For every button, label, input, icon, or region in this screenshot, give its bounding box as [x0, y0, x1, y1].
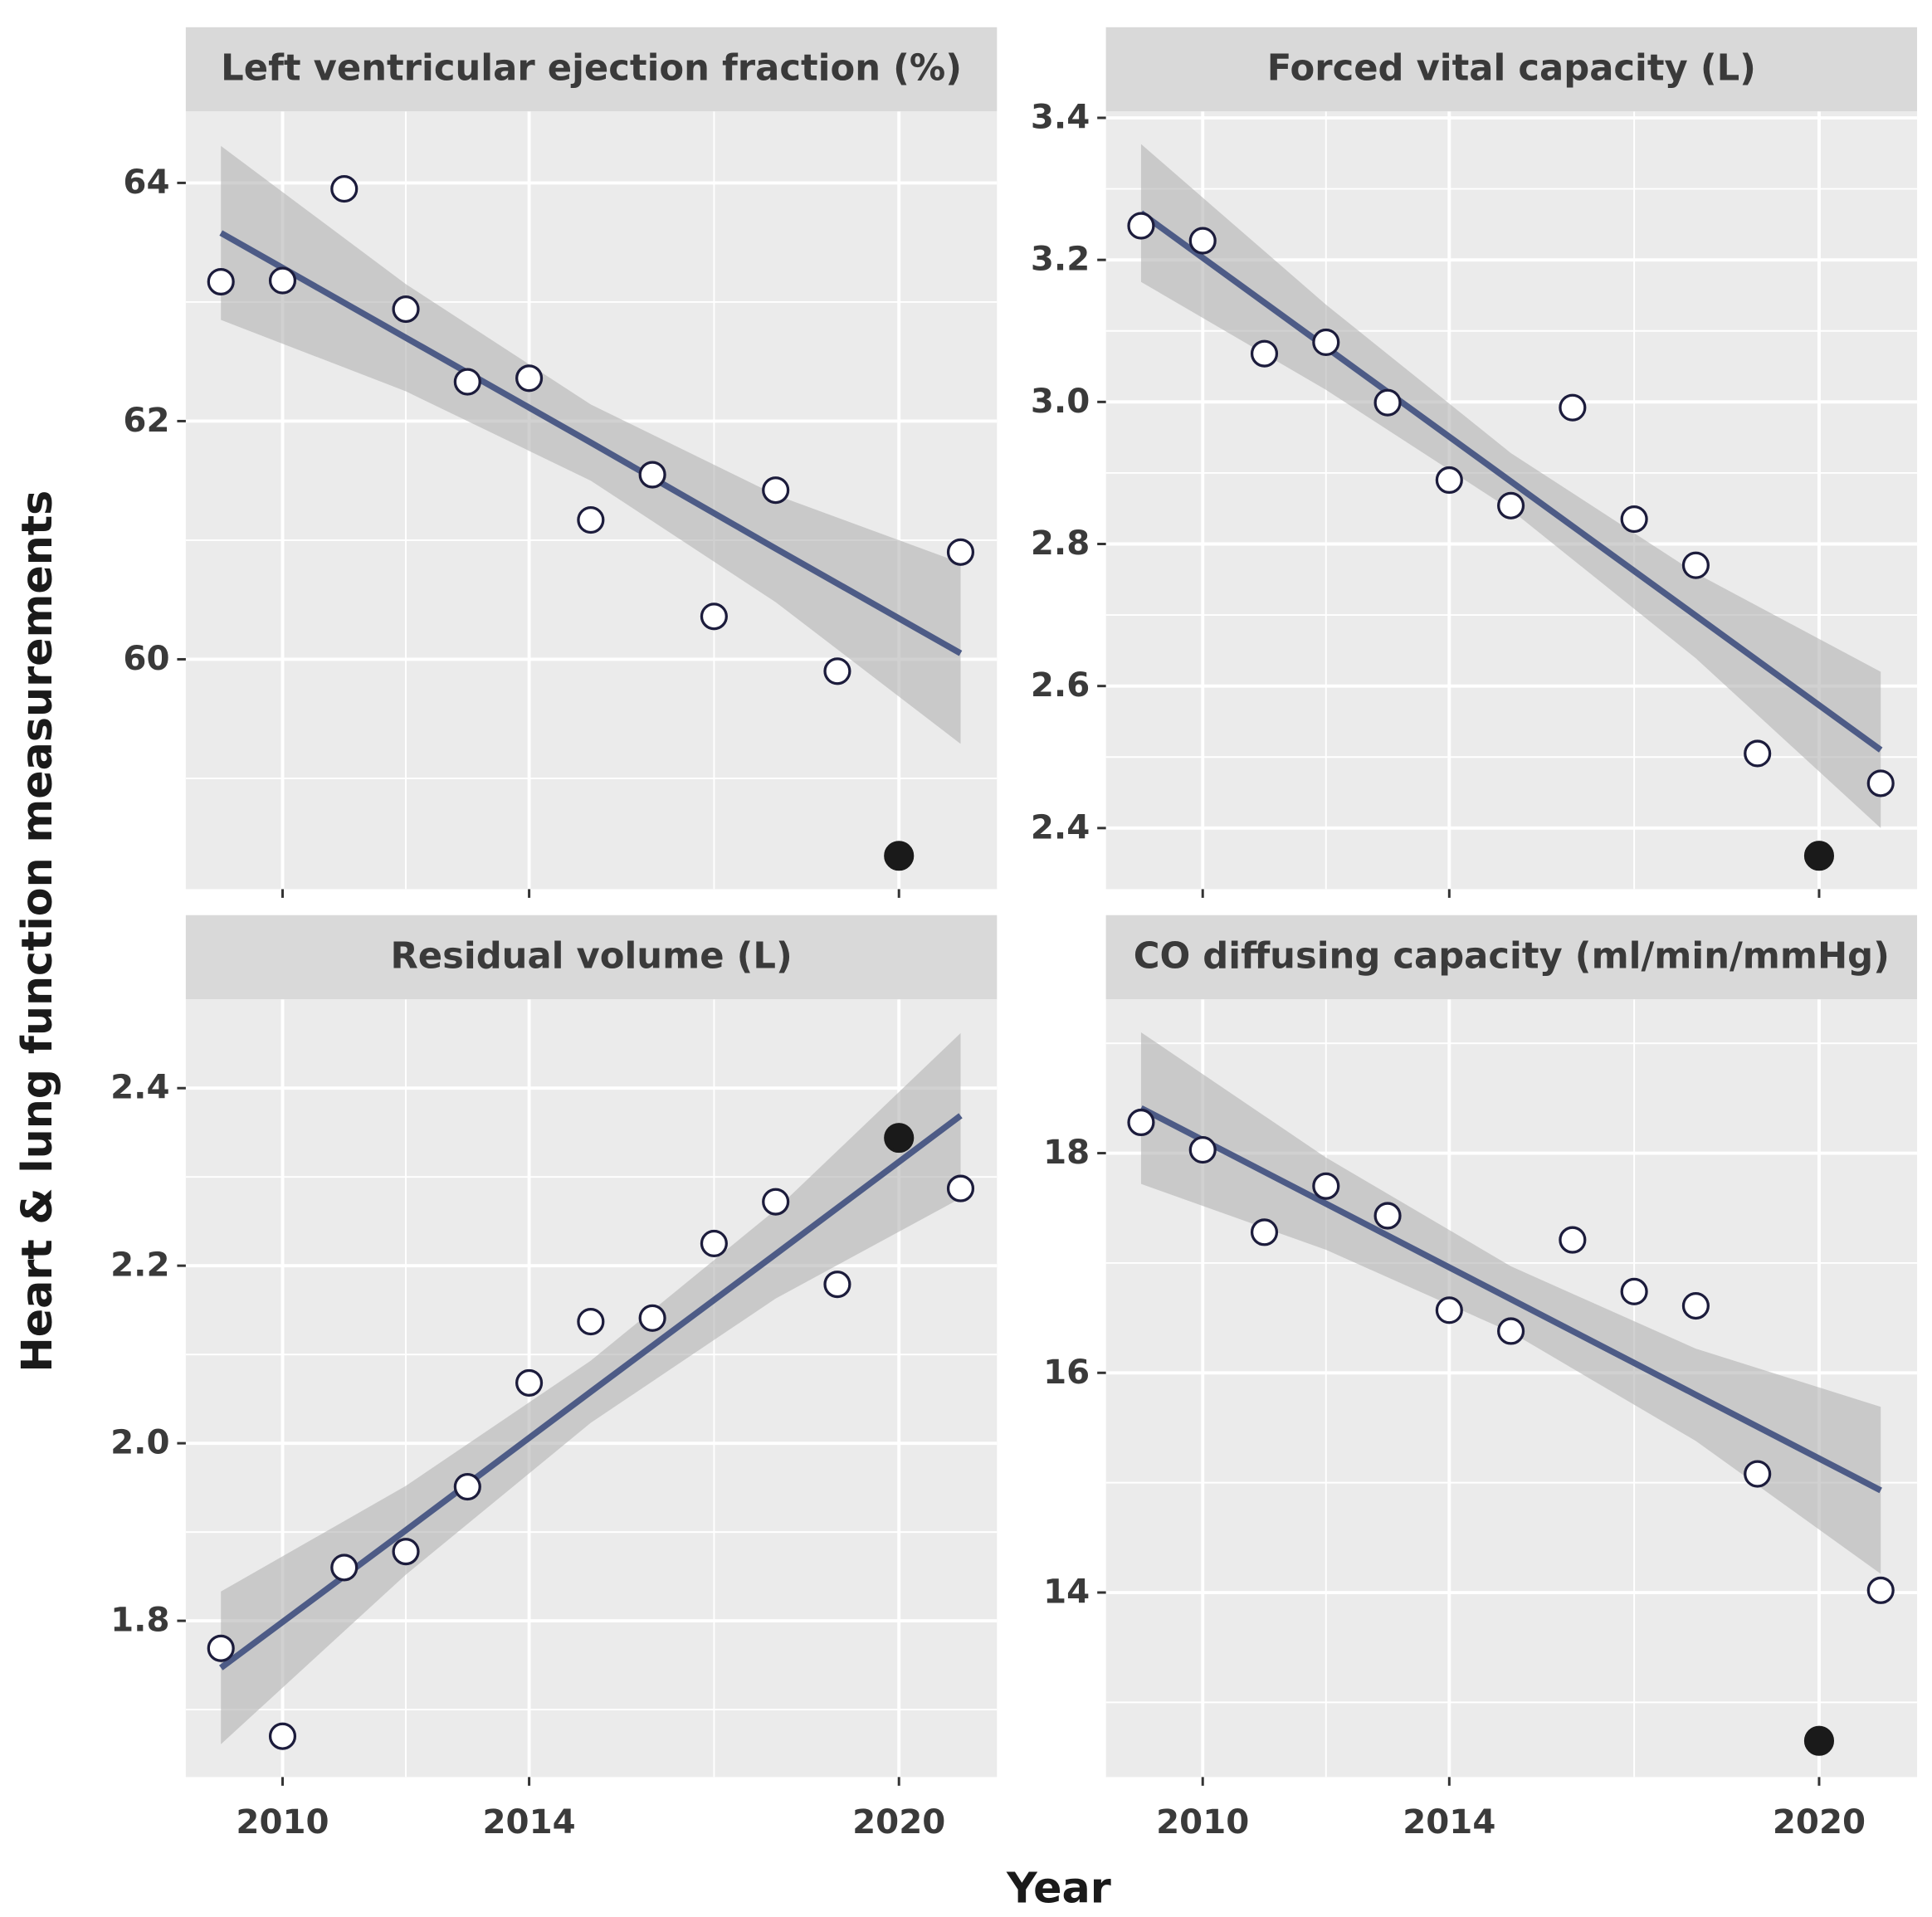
y-tick-label: 3.0	[1031, 382, 1090, 421]
highlighted-point	[1803, 1725, 1835, 1756]
point	[1373, 388, 1402, 417]
point	[1744, 739, 1772, 768]
strip	[1105, 915, 1918, 1000]
point	[762, 1188, 790, 1216]
y-tick-label: 14	[1043, 1572, 1090, 1611]
point	[207, 1634, 235, 1662]
point	[268, 1722, 297, 1750]
plot-area	[1105, 999, 1918, 1778]
plot-area	[185, 999, 998, 1778]
point	[762, 476, 790, 505]
y-tick-label: 64	[123, 163, 169, 202]
x-tick-label: 2014	[483, 1802, 576, 1841]
point	[1312, 328, 1340, 357]
strip-title: Residual volume (L)	[390, 936, 792, 978]
y-tick-label: 2.8	[1031, 524, 1090, 563]
x-tick-label: 2014	[1403, 1802, 1495, 1841]
point	[207, 267, 235, 296]
point	[638, 461, 666, 489]
point	[515, 364, 544, 393]
highlighted-point	[1803, 841, 1835, 871]
x-axis-title: Year	[1006, 1864, 1111, 1913]
panel: Left ventricular ejection fraction (%) 60…	[123, 27, 998, 898]
point	[392, 295, 420, 324]
fit-line	[1139, 210, 1883, 753]
point	[577, 1308, 605, 1336]
point	[1250, 1218, 1279, 1246]
y-tick-label: 2.4	[110, 1068, 169, 1107]
strip	[185, 27, 998, 112]
point	[1127, 1108, 1155, 1137]
point	[1681, 551, 1710, 579]
point	[1497, 491, 1525, 519]
x-tick-label: 2020	[852, 1802, 945, 1841]
point	[1188, 1136, 1217, 1164]
plot-area	[185, 111, 998, 890]
y-tick-label: 2.2	[110, 1246, 169, 1285]
point	[946, 1174, 975, 1202]
point	[1681, 1291, 1710, 1320]
panel: Residual volume (L) 2010 2014 2020 1.8 2.0 2.2…	[110, 915, 998, 1841]
strip	[185, 915, 998, 1000]
point	[1497, 1317, 1525, 1345]
point	[1435, 466, 1463, 495]
panel: CO diffusing capacity (ml/min/mmHg) 2010 2…	[1043, 915, 1918, 1841]
strip	[1105, 27, 1918, 112]
point	[330, 1554, 359, 1582]
y-tick-label: 62	[123, 401, 169, 440]
point	[1866, 769, 1895, 798]
x-tick-label: 2010	[236, 1802, 329, 1841]
point	[1559, 1226, 1587, 1254]
y-axis-title: Heart & lung function measurements	[12, 490, 61, 1373]
point	[330, 175, 359, 203]
confidence-band	[1140, 144, 1881, 828]
point	[1620, 1277, 1648, 1305]
point	[1127, 212, 1155, 240]
y-tick-label: 1.8	[110, 1601, 169, 1640]
point	[946, 538, 975, 566]
y-tick-label: 3.2	[1031, 240, 1090, 279]
point	[1373, 1202, 1402, 1230]
point	[453, 368, 481, 396]
y-tick-label: 2.6	[1031, 666, 1090, 705]
point	[268, 266, 297, 295]
strip-title: CO diffusing capacity (ml/min/mmHg)	[1134, 936, 1890, 978]
y-tick-label: 18	[1043, 1133, 1090, 1172]
point	[453, 1472, 481, 1501]
point	[700, 602, 728, 631]
y-tick-label: 3.4	[1031, 97, 1090, 136]
highlighted-point	[884, 1123, 915, 1154]
point	[823, 1271, 851, 1299]
point	[1559, 393, 1587, 422]
point	[638, 1304, 666, 1332]
point	[577, 505, 605, 534]
point	[1620, 505, 1648, 534]
strip-title: Forced vital capacity (L)	[1267, 48, 1756, 90]
point	[1744, 1460, 1772, 1488]
point	[515, 1368, 544, 1397]
y-tick-label: 2.0	[110, 1423, 169, 1462]
point	[1866, 1576, 1895, 1604]
point	[1312, 1172, 1340, 1200]
point	[1188, 227, 1217, 255]
fit-line	[219, 230, 963, 656]
strip-title: Left ventricular ejection fraction (%)	[221, 48, 962, 90]
point	[823, 657, 851, 685]
y-tick-label: 16	[1043, 1353, 1090, 1392]
point	[1250, 339, 1279, 368]
plot-area	[1105, 111, 1918, 890]
x-tick-label: 2010	[1156, 1802, 1249, 1841]
fit-line	[1139, 1105, 1882, 1494]
panel: Forced vital capacity (L) 2.4 2.6 2.8 3.0 3.2…	[1031, 27, 1918, 898]
point	[1435, 1296, 1463, 1324]
point	[392, 1538, 420, 1566]
confidence-band	[1140, 1032, 1881, 1574]
highlighted-point	[884, 841, 915, 871]
y-tick-label: 2.4	[1031, 807, 1090, 846]
y-tick-label: 60	[123, 639, 169, 678]
x-tick-label: 2020	[1773, 1802, 1866, 1841]
point	[700, 1229, 728, 1257]
